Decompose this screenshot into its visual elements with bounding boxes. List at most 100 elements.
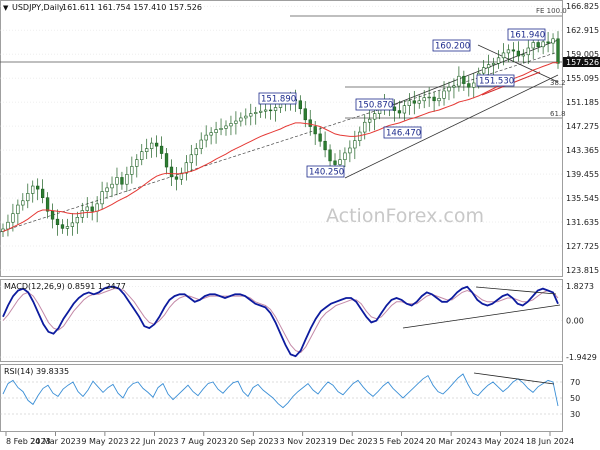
- candle-body: [125, 174, 129, 185]
- candle-body: [164, 153, 169, 168]
- candle-body: [462, 75, 466, 84]
- candle-body: [541, 41, 545, 48]
- candle-body: [45, 197, 50, 212]
- candle-body: [516, 50, 521, 57]
- candle-body: [40, 188, 45, 199]
- candle-body: [6, 221, 10, 230]
- candle-body: [224, 125, 228, 129]
- candle-body: [467, 83, 471, 88]
- price-tick-label: 143.365: [566, 146, 599, 155]
- candle-body: [546, 41, 550, 44]
- candle-body: [219, 128, 223, 130]
- candle-body: [154, 142, 159, 147]
- candle-body: [194, 148, 198, 156]
- watermark: ActionForex.com: [326, 205, 484, 227]
- x-tick-label: 8 Feb 2023: [6, 437, 51, 446]
- candle-body: [447, 86, 451, 92]
- price-grid: [0, 5, 562, 271]
- candle-body: [75, 217, 79, 224]
- x-tick-label: 19 Dec 2023: [327, 437, 378, 446]
- candle-body: [437, 98, 441, 102]
- price-tick-label: 155.095: [566, 74, 599, 83]
- candle-body: [150, 142, 154, 149]
- fib-382-label: 38.2: [550, 79, 566, 87]
- header-ohlc: 161.611 161.754 157.410 157.526: [62, 3, 202, 12]
- rsi-tick-label: 70: [570, 378, 580, 387]
- candle-body: [55, 218, 60, 225]
- candle-body: [338, 159, 342, 165]
- candle-body: [90, 206, 94, 212]
- candle-body: [368, 118, 372, 123]
- candle-body: [204, 134, 208, 141]
- x-tick-label: 24 Mar 2023: [30, 437, 81, 446]
- price-tick-label: 151.185: [566, 98, 599, 107]
- candle-body: [482, 67, 486, 74]
- price-tick-label: 166.825: [566, 2, 599, 11]
- candle-body: [120, 177, 124, 185]
- candle-body: [16, 204, 20, 214]
- candle-body: [407, 100, 411, 106]
- candle-body: [199, 139, 203, 149]
- x-tick-label: 3 May 2024: [477, 437, 524, 446]
- candle-body: [174, 176, 179, 180]
- price-tick-label: 131.635: [566, 218, 599, 227]
- current-price-text: 157.526: [566, 58, 599, 67]
- candle-body: [100, 191, 104, 205]
- candle-body: [427, 96, 431, 99]
- rsi-tick-label: 30: [570, 410, 580, 419]
- label-151530: 151.530: [476, 74, 515, 87]
- price-tick-label: 127.725: [566, 242, 599, 251]
- candle-body: [259, 110, 263, 113]
- svg-text:151.890: 151.890: [261, 95, 296, 105]
- candle-body: [169, 166, 174, 178]
- candle-body: [209, 132, 213, 136]
- x-tick-label: 20 Sep 2023: [228, 437, 279, 446]
- macd-y-axis: 1.8273 0.00 -1.9429: [566, 282, 597, 362]
- candle-body: [85, 206, 89, 211]
- candle-body: [36, 185, 40, 190]
- ema-line: [2, 62, 558, 232]
- candle-body: [556, 38, 560, 64]
- channel-mid: [477, 44, 559, 83]
- candle-body: [318, 133, 322, 142]
- svg-text:140.250: 140.250: [309, 168, 344, 178]
- candle-body: [526, 47, 530, 56]
- candle-body: [536, 42, 540, 48]
- label-140250: 140.250: [306, 165, 345, 178]
- candle-body: [244, 115, 248, 119]
- price-tick-label: 159.005: [566, 50, 599, 59]
- fib-618-label: 61.8: [550, 110, 566, 118]
- candle-body: [263, 109, 268, 112]
- candle-body: [521, 54, 525, 57]
- candle-body: [1, 228, 5, 232]
- x-tick-label: 22 Jun 2023: [130, 437, 178, 446]
- candle-body: [328, 149, 332, 162]
- candle-body: [313, 126, 317, 135]
- candle-body: [26, 193, 30, 202]
- candle-body: [60, 224, 65, 229]
- candle-body: [303, 108, 307, 121]
- candle-body: [402, 105, 407, 114]
- svg-text:161.940: 161.940: [510, 31, 545, 41]
- candle-body: [80, 210, 84, 218]
- candle-body: [531, 42, 535, 49]
- x-tick-label: 3 Nov 2023: [280, 437, 326, 446]
- macd-line: [2, 285, 559, 358]
- label-150870: 150.870: [355, 98, 394, 111]
- channel-lower: [344, 74, 559, 179]
- macd-title: MACD(12,26,9) 0.8591 1.2477: [4, 282, 126, 291]
- label-161940: 161.940: [507, 28, 546, 41]
- candle-body: [392, 106, 397, 111]
- price-panel-frame: [0, 0, 563, 277]
- chart-header: ▼ USDJPY,Daily 161.611 161.754 157.410 1…: [3, 3, 202, 12]
- current-price-tag: 157.526: [563, 57, 600, 67]
- label-146470: 146.470: [383, 126, 422, 139]
- fib-100-label: FE 100.0: [536, 7, 567, 15]
- svg-text:150.870: 150.870: [358, 101, 393, 111]
- macd-tick-label: -1.9429: [566, 353, 597, 362]
- candle-body: [298, 100, 302, 110]
- candle-body: [184, 162, 188, 174]
- header-symbol: USDJPY,Daily: [12, 3, 64, 12]
